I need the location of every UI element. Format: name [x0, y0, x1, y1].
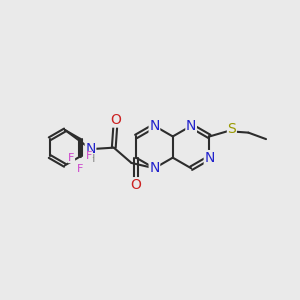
Text: F: F: [77, 164, 83, 174]
Text: N: N: [149, 119, 160, 133]
Text: H: H: [87, 154, 96, 164]
Text: S: S: [227, 122, 236, 136]
Text: F: F: [68, 153, 75, 163]
Text: N: N: [85, 142, 96, 156]
Text: F: F: [86, 152, 92, 161]
Text: O: O: [130, 178, 142, 192]
Text: O: O: [110, 113, 121, 127]
Text: N: N: [204, 151, 215, 165]
Text: N: N: [149, 161, 160, 175]
Text: N: N: [186, 119, 196, 133]
